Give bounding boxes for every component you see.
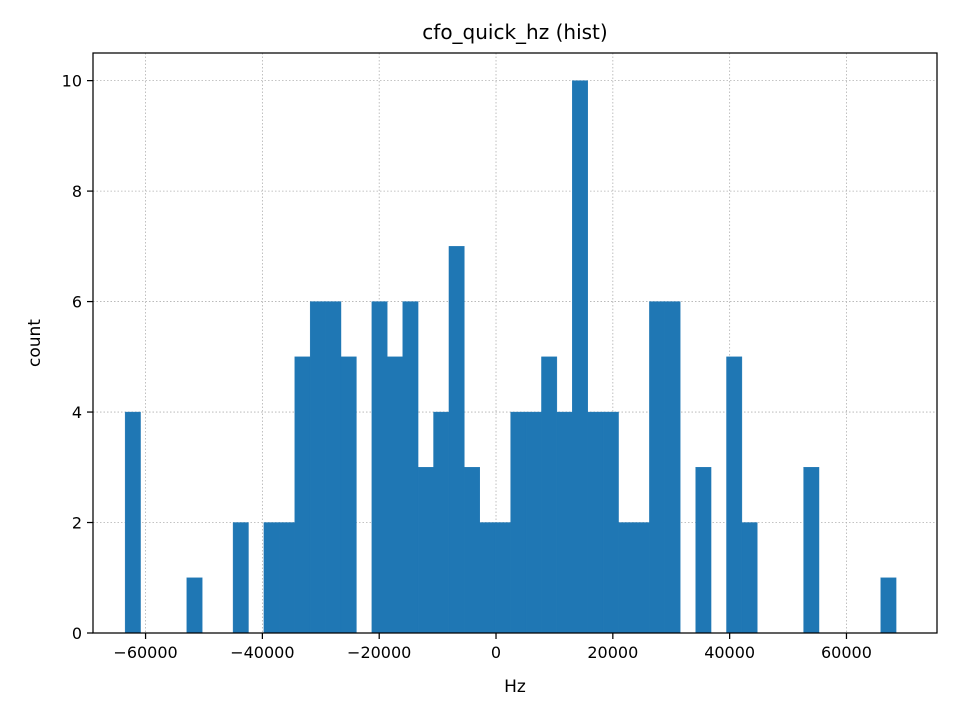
histogram-bar (525, 411, 542, 634)
histogram-bar (649, 301, 666, 634)
histogram-bar (479, 522, 496, 634)
histogram-bar (279, 522, 295, 634)
y-axis-ticks: 0 2 4 6 8 10 (62, 72, 93, 643)
histogram-bar (186, 577, 203, 634)
histogram-bar (741, 522, 758, 634)
histogram-bar (232, 522, 249, 634)
histogram-bar (325, 301, 342, 634)
histogram-bar (541, 356, 558, 634)
x-axis-ticks: −60000 −40000 −20000 0 20000 40000 60000 (113, 633, 872, 662)
y-tick-label: 0 (72, 624, 82, 643)
chart-title: cfo_quick_hz (hist) (422, 20, 607, 44)
histogram-bar (124, 411, 141, 634)
histogram-bar (371, 301, 388, 634)
plot-frame (92, 52, 938, 634)
histogram-bar (464, 467, 480, 634)
histogram-bar (633, 522, 650, 634)
histogram-bar (387, 356, 403, 634)
x-tick-label: 60000 (821, 643, 872, 662)
histogram-bar (417, 467, 434, 634)
histogram-bar (556, 411, 573, 634)
histogram-bar (803, 467, 820, 634)
histogram-bar (294, 356, 311, 634)
histogram-bar (572, 80, 588, 634)
histogram-bar (309, 301, 326, 634)
histogram-bar (402, 301, 419, 634)
x-tick-label: −40000 (230, 643, 294, 662)
x-tick-label: −20000 (347, 643, 411, 662)
histogram-bar (664, 301, 681, 634)
y-tick-label: 4 (72, 403, 82, 422)
histogram-bar (695, 467, 712, 634)
x-tick-label: −60000 (113, 643, 177, 662)
y-tick-label: 10 (62, 72, 82, 91)
y-tick-label: 2 (72, 514, 82, 533)
histogram-bar (263, 522, 280, 634)
x-tick-label: 40000 (704, 643, 755, 662)
x-axis-label: Hz (504, 677, 526, 697)
histogram-bar (587, 411, 604, 634)
y-tick-label: 6 (72, 293, 82, 312)
x-tick-label: 20000 (587, 643, 638, 662)
histogram-bar (602, 411, 619, 634)
histogram-bar (880, 577, 897, 634)
x-tick-label: 0 (491, 643, 501, 662)
histogram-bar (448, 246, 465, 634)
y-tick-label: 8 (72, 182, 82, 201)
histogram-bars (124, 80, 897, 634)
histogram-bar (433, 411, 450, 634)
histogram-bar (340, 356, 357, 634)
histogram-bar (510, 411, 527, 634)
histogram-bar (494, 522, 511, 634)
y-axis-label: count (25, 319, 45, 367)
histogram-bar (618, 522, 635, 634)
histogram-bar (726, 356, 743, 634)
